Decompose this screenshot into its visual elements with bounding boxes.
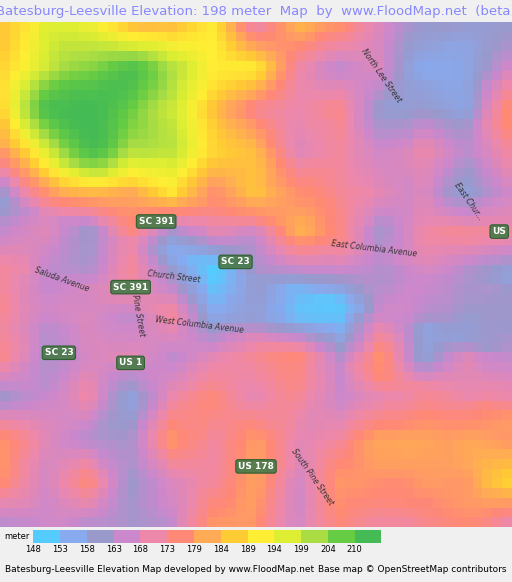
Text: SC 391: SC 391 <box>113 283 148 292</box>
Text: 179: 179 <box>186 545 202 555</box>
Text: US 178: US 178 <box>238 462 274 471</box>
Text: 168: 168 <box>133 545 148 555</box>
Text: East Columbia Avenue: East Columbia Avenue <box>330 240 417 259</box>
Text: 173: 173 <box>159 545 175 555</box>
Text: 153: 153 <box>52 545 68 555</box>
Text: East Chur...: East Chur... <box>453 181 485 222</box>
Bar <box>33 530 60 543</box>
Bar <box>60 530 87 543</box>
Text: 210: 210 <box>347 545 362 555</box>
Text: 194: 194 <box>266 545 282 555</box>
Bar <box>194 530 221 543</box>
Text: Batesburg-Leesville Elevation Map developed by www.FloodMap.net: Batesburg-Leesville Elevation Map develo… <box>5 565 314 574</box>
Text: SC 391: SC 391 <box>139 217 174 226</box>
Text: Church Street: Church Street <box>147 269 201 285</box>
Text: West Columbia Avenue: West Columbia Avenue <box>155 315 244 335</box>
Text: 158: 158 <box>79 545 95 555</box>
Text: South Pine Street: South Pine Street <box>289 446 335 506</box>
Text: US: US <box>492 227 506 236</box>
Text: 163: 163 <box>105 545 122 555</box>
Bar <box>301 530 328 543</box>
Text: Saluda Avenue: Saluda Avenue <box>33 265 90 293</box>
Text: Pine Street: Pine Street <box>130 293 146 336</box>
Text: Batesburg-Leesville Elevation: 198 meter  Map  by  www.FloodMap.net  (beta): Batesburg-Leesville Elevation: 198 meter… <box>0 5 512 17</box>
Bar <box>355 530 381 543</box>
Text: 189: 189 <box>240 545 255 555</box>
Bar <box>274 530 301 543</box>
Bar <box>140 530 167 543</box>
Text: meter: meter <box>4 532 29 541</box>
Text: 184: 184 <box>213 545 229 555</box>
Text: US 1: US 1 <box>119 359 142 367</box>
Bar <box>247 530 274 543</box>
Text: North Lee Street: North Lee Street <box>359 47 403 104</box>
Bar <box>87 530 114 543</box>
Text: 204: 204 <box>320 545 336 555</box>
Bar <box>167 530 194 543</box>
Bar <box>328 530 355 543</box>
Text: SC 23: SC 23 <box>45 348 73 357</box>
Text: 148: 148 <box>25 545 41 555</box>
Text: 199: 199 <box>293 545 309 555</box>
Text: SC 23: SC 23 <box>221 257 250 267</box>
Bar <box>114 530 140 543</box>
Bar <box>221 530 247 543</box>
Text: Base map © OpenStreetMap contributors: Base map © OpenStreetMap contributors <box>318 565 507 574</box>
